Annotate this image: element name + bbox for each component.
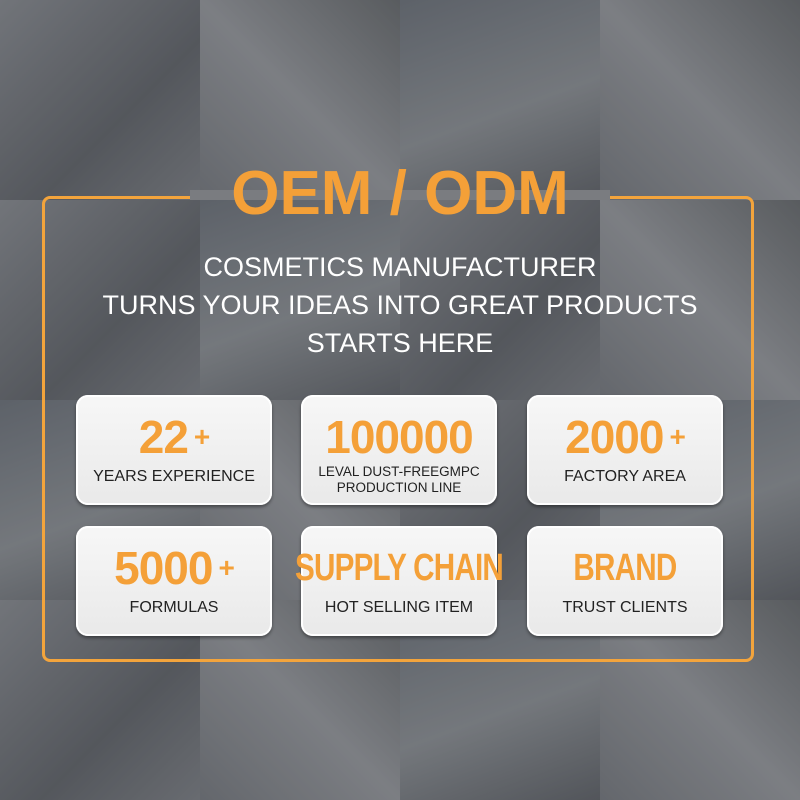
stat-suffix: +: [193, 421, 210, 452]
subtitle-line: COSMETICS MANUFACTURER: [203, 252, 597, 282]
stat-label: YEARS EXPERIENCE: [93, 468, 255, 485]
page-title: OEM / ODM: [231, 159, 569, 228]
stat-card-supply-chain: SUPPLY CHAIN HOT SELLING ITEM: [295, 526, 504, 636]
subtitle: COSMETICS MANUFACTURER TURNS YOUR IDEAS …: [0, 248, 800, 362]
frame-gap: [190, 190, 610, 200]
stat-value: 100000: [325, 411, 473, 463]
stat-value: 5000: [114, 542, 213, 594]
stat-card-factory-area: 2000 + FACTORY AREA: [527, 395, 723, 505]
stat-label: FACTORY AREA: [564, 468, 686, 485]
stat-card-formulas: 5000 + FORMULAS: [76, 526, 272, 636]
stat-label: HOT SELLING ITEM: [324, 599, 474, 616]
subtitle-line: TURNS YOUR IDEAS INTO GREAT PRODUCTS: [102, 290, 698, 320]
stat-suffix: +: [218, 552, 234, 583]
stat-value: 22: [138, 411, 189, 463]
subtitle-line: STARTS HERE: [306, 328, 494, 358]
stat-suffix: +: [669, 421, 685, 452]
stat-label: FORMULAS: [129, 599, 219, 616]
stat-label: PRODUCTION LINE: [336, 480, 462, 495]
stat-value: SUPPLY CHAIN: [294, 547, 504, 589]
stat-value: BRAND: [573, 547, 677, 589]
stat-value: 2000: [565, 411, 664, 463]
stat-card-years: 22 + YEARS EXPERIENCE: [76, 395, 272, 505]
stat-label: TRUST CLIENTS: [562, 599, 688, 616]
stat-card-brand: BRAND TRUST CLIENTS: [527, 526, 723, 636]
stat-label: LEVAL DUST-FREEGMPC: [318, 464, 480, 479]
stat-card-production-line: 100000 LEVAL DUST-FREEGMPC PRODUCTION LIN…: [301, 395, 497, 505]
